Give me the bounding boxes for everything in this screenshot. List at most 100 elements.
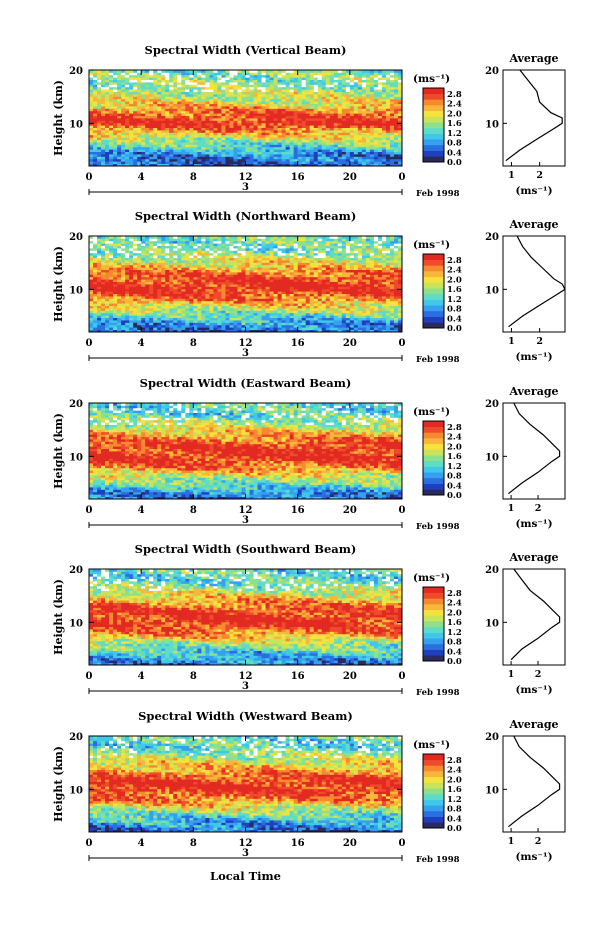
heatmap-cell xyxy=(373,74,379,78)
heatmap-cell xyxy=(189,317,194,321)
heatmap-cell xyxy=(105,96,110,100)
heatmap-cell xyxy=(353,139,359,143)
heatmap-cell xyxy=(397,288,403,292)
heatmap-cell xyxy=(205,70,210,73)
y-tick-label: 20 xyxy=(69,66,83,77)
heatmap-cell xyxy=(149,77,154,80)
heatmap-cell xyxy=(209,77,214,80)
heatmap-cell xyxy=(105,305,110,309)
heatmap-cell xyxy=(221,108,226,112)
heatmap-cell xyxy=(241,115,246,119)
heatmap-cell xyxy=(389,154,395,157)
heatmap-cell xyxy=(153,134,158,138)
heatmap-cell xyxy=(389,149,395,152)
heatmap-cell xyxy=(109,146,114,150)
heatmap-cell xyxy=(301,113,307,116)
heatmap-cell xyxy=(397,320,403,323)
heatmap-cell xyxy=(365,101,371,104)
heatmap-cell xyxy=(113,329,118,333)
heatmap-cell xyxy=(353,86,359,90)
heatmap-cell xyxy=(281,113,287,116)
heatmap-cell xyxy=(345,142,351,145)
heatmap-cell xyxy=(213,312,218,316)
heatmap-cell xyxy=(353,74,359,78)
heatmap-cell xyxy=(129,72,134,76)
heatmap-cell xyxy=(149,276,154,280)
heatmap-cell xyxy=(385,127,391,131)
heatmap-cell xyxy=(333,146,339,150)
heatmap-cell xyxy=(105,320,110,323)
heatmap-cell xyxy=(221,320,226,323)
heatmap-cell xyxy=(133,146,138,150)
heatmap-cell xyxy=(153,89,158,92)
heatmap-cell xyxy=(361,125,367,128)
heatmap-cell xyxy=(161,291,166,294)
heatmap-cell xyxy=(257,110,262,114)
heatmap-cell xyxy=(209,300,214,304)
heatmap-cell xyxy=(341,130,347,133)
heatmap-cell xyxy=(317,329,323,333)
heatmap-cell xyxy=(145,134,150,138)
heatmap-cell xyxy=(385,89,391,92)
heatmap-cell xyxy=(353,115,359,119)
heatmap-cell xyxy=(213,317,218,321)
heatmap-cell xyxy=(365,146,371,150)
heatmap-cell xyxy=(245,320,250,323)
heatmap-cell xyxy=(361,296,367,299)
heatmap-cell xyxy=(353,286,359,290)
heatmap-cell xyxy=(261,305,266,309)
heatmap-cell xyxy=(289,89,295,92)
heatmap-cell xyxy=(313,320,319,323)
heatmap-cell xyxy=(321,291,327,294)
heatmap-cell xyxy=(301,317,307,321)
heatmap-cell xyxy=(165,103,170,107)
heatmap-cell xyxy=(173,108,178,112)
heatmap-cell xyxy=(333,142,339,145)
heatmap-cell xyxy=(113,110,118,114)
heatmap-cell xyxy=(101,310,106,314)
heatmap-cell xyxy=(141,108,146,112)
heatmap-cell xyxy=(385,144,391,148)
heatmap-cell xyxy=(345,293,351,297)
heatmap-cell xyxy=(125,89,130,92)
heatmap-cell xyxy=(221,329,226,333)
heatmap-cell xyxy=(117,154,122,157)
heatmap-cell xyxy=(329,122,335,126)
heatmap-cell xyxy=(321,151,327,155)
heatmap-cell xyxy=(129,158,134,162)
heatmap-cell xyxy=(93,132,98,136)
heatmap-cell xyxy=(225,86,230,90)
heatmap-cell xyxy=(265,156,270,160)
heatmap-cell xyxy=(377,296,383,299)
heatmap-cell xyxy=(345,134,351,138)
heatmap-cell xyxy=(189,303,194,306)
heatmap-cell xyxy=(385,161,391,164)
heatmap-cell xyxy=(197,281,202,285)
heatmap-cell xyxy=(345,113,351,116)
heatmap-cell xyxy=(317,77,323,80)
heatmap-cell xyxy=(377,139,383,143)
heatmap-cell xyxy=(309,132,315,136)
heatmap-cell xyxy=(165,101,170,104)
heatmap-cell xyxy=(305,310,311,314)
heatmap-cell xyxy=(357,118,363,121)
heatmap-cell xyxy=(133,142,138,145)
heatmap-cell xyxy=(177,130,182,133)
heatmap-cell xyxy=(225,296,230,299)
heatmap-cell xyxy=(197,139,202,143)
heatmap-cell xyxy=(93,158,98,162)
heatmap-cell xyxy=(241,113,246,116)
heatmap-cell xyxy=(373,70,379,73)
heatmap-cell xyxy=(341,298,347,302)
heatmap-cell xyxy=(141,329,146,333)
heatmap-cell xyxy=(185,303,190,306)
heatmap-cell xyxy=(285,96,291,100)
heatmap-cell xyxy=(189,94,194,97)
heatmap-cell xyxy=(165,288,170,292)
heatmap-cell xyxy=(201,106,206,109)
heatmap-cell xyxy=(313,120,319,124)
heatmap-cell xyxy=(277,291,283,294)
heatmap-cell xyxy=(205,86,210,90)
heatmap-cell xyxy=(109,151,114,155)
heatmap-cell xyxy=(301,103,307,107)
